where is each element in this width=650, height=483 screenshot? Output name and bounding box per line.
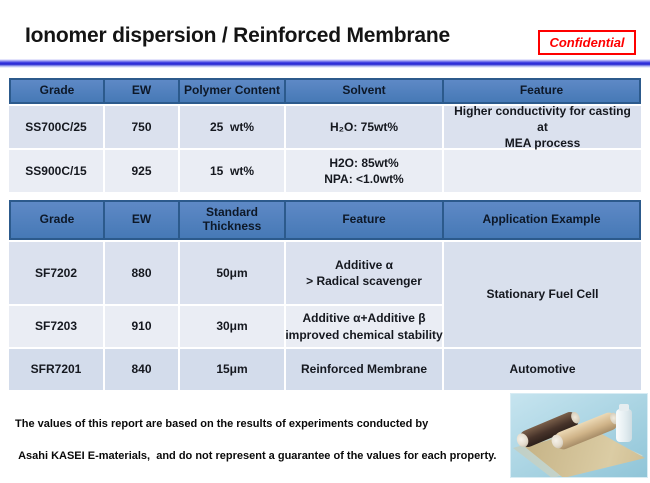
cell-ew: 840 (105, 349, 178, 390)
cell-solvent: H₂O: 75wt% (286, 106, 442, 148)
column-header-feature: Feature (444, 80, 639, 102)
feature-line: Higher conductivity for casting at (454, 103, 631, 134)
feature-line: improved chemical stability (285, 327, 443, 342)
column-header-standard-thickness: Standard Thickness (180, 202, 284, 238)
dispersion-table-body: SS700C/25 750 25 wt% H₂O: 75wt% Higher c… (9, 103, 641, 192)
sample-bottle (616, 404, 632, 442)
title-divider (0, 59, 650, 68)
cell-application-automotive: Automotive (444, 349, 641, 390)
cell-feature: Additive α > Radical scavenger (286, 242, 442, 304)
page-title: Ionomer dispersion / Reinforced Membrane (25, 24, 450, 47)
cell-ew: 880 (105, 242, 178, 304)
cell-thickness: 15μm (180, 349, 284, 390)
cell-feature: Additive α+Additive β improved chemical … (285, 306, 443, 347)
column-header-ew: EW (105, 202, 178, 238)
product-photo (510, 393, 648, 478)
column-header-polymer-content: Polymer Content (180, 80, 284, 102)
column-header-grade: Grade (11, 80, 103, 102)
cell-grade: SF7202 (9, 242, 103, 304)
cell-grade: SS700C/25 (9, 106, 103, 148)
solvent-line: NPA: <1.0wt% (324, 172, 404, 186)
cell-thickness: 30μm (180, 306, 284, 347)
column-header-application-example: Application Example (444, 202, 639, 238)
disclaimer-line-2: Asahi KASEI E-materials, and do not repr… (15, 449, 497, 462)
confidential-badge: Confidential (538, 30, 636, 55)
cell-feature: Reinforced Membrane (286, 349, 442, 390)
cell-ew: 925 (105, 150, 178, 192)
solvent-line: H2O: 85wt% (329, 155, 399, 170)
cell-thickness: 50μm (180, 242, 284, 304)
cell-ew: 750 (105, 106, 178, 148)
feature-line: > Radical scavenger (306, 274, 422, 288)
column-header-solvent: Solvent (286, 80, 442, 102)
cell-polymer-content: 15 wt% (180, 150, 284, 192)
membrane-table: Grade EW Standard Thickness Feature Appl… (9, 200, 641, 390)
cell-grade: SF7203 (9, 306, 103, 347)
cell-solvent: H2O: 85wt% NPA: <1.0wt% (286, 150, 442, 192)
dispersion-table: Grade EW Polymer Content Solvent Feature… (9, 78, 641, 192)
cell-ew: 910 (105, 306, 178, 347)
disclaimer-note: The values of this report are based on t… (15, 417, 496, 465)
disclaimer-line-1: The values of this report are based on t… (15, 418, 429, 430)
cell-polymer-content: 25 wt% (180, 106, 284, 148)
dispersion-table-header: Grade EW Polymer Content Solvent Feature (9, 78, 641, 104)
cell-grade: SS900C/15 (9, 150, 103, 192)
cell-application-stationary: Stationary Fuel Cell (444, 242, 641, 347)
feature-line: Additive α (334, 257, 394, 272)
column-header-ew: EW (105, 80, 178, 102)
feature-line: Additive α+Additive β (302, 311, 426, 326)
membrane-table-header: Grade EW Standard Thickness Feature Appl… (9, 200, 641, 240)
feature-line: MEA process (504, 136, 581, 151)
cell-feature (444, 150, 641, 192)
cell-grade: SFR7201 (9, 349, 103, 390)
column-header-feature: Feature (286, 202, 442, 238)
membrane-table-body: SF7202 880 50μm Additive α > Radical sca… (9, 242, 641, 390)
solvent-line: H₂O: 75wt% (329, 119, 398, 134)
column-header-grade: Grade (11, 202, 103, 238)
cell-feature: Higher conductivity for casting at MEA p… (444, 103, 641, 151)
